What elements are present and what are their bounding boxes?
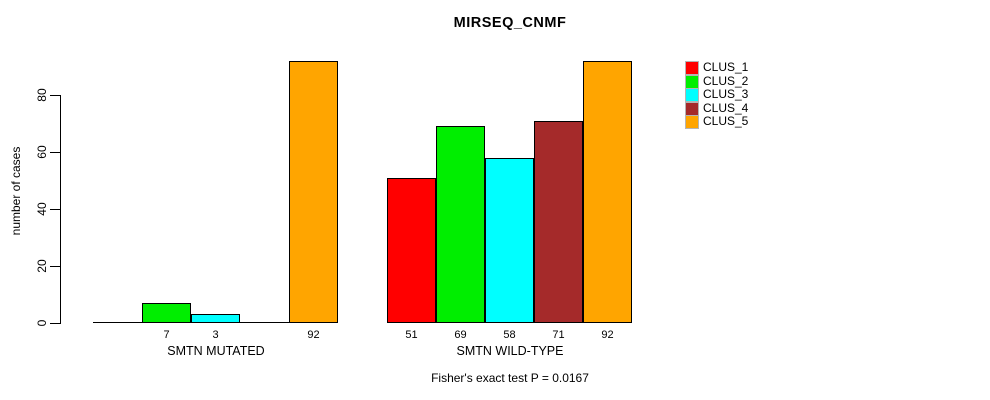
bar-value-label: 7 <box>163 329 170 341</box>
y-tick-80 <box>50 95 60 96</box>
chart-title: MIRSEQ_CNMF <box>453 15 567 31</box>
bar-clus_5-mutated <box>289 61 338 323</box>
bar-value-label: 58 <box>503 329 516 341</box>
y-tick-0 <box>50 323 60 324</box>
legend-swatch <box>685 75 699 89</box>
bar-clus_1-mutated <box>93 322 142 323</box>
bar-clus_3-wild-type <box>485 158 534 323</box>
y-tick-label-20: 20 <box>35 259 49 273</box>
bar-value-label: 69 <box>454 329 467 341</box>
bar-clus_3-mutated <box>191 314 240 323</box>
legend-label: CLUS_2 <box>703 74 749 88</box>
bar-value-label: 51 <box>405 329 418 341</box>
bar-clus_2-wild-type <box>436 126 485 323</box>
y-axis-line <box>60 95 61 324</box>
bar-value-label: 71 <box>552 329 565 341</box>
legend-label: CLUS_4 <box>703 101 749 115</box>
y-tick-60 <box>50 152 60 153</box>
fisher-test-annotation: Fisher's exact test P = 0.0167 <box>431 371 589 385</box>
legend-swatch <box>685 61 699 75</box>
legend-swatch <box>685 115 699 129</box>
legend-swatch <box>685 88 699 102</box>
bar-clus_4-wild-type <box>534 121 583 323</box>
y-tick-label-0: 0 <box>35 319 49 327</box>
bar-clus_2-mutated <box>142 303 191 323</box>
group-label-wild-type: SMTN WILD-TYPE <box>456 344 564 358</box>
legend-label: CLUS_1 <box>703 60 749 74</box>
y-axis-title: number of cases <box>9 146 23 236</box>
legend-swatch <box>685 102 699 116</box>
legend-label: CLUS_5 <box>703 114 749 128</box>
bar-clus_4-mutated <box>240 322 289 323</box>
y-tick-40 <box>50 209 60 210</box>
bar-value-label: 3 <box>212 329 219 341</box>
y-tick-label-40: 40 <box>35 202 49 216</box>
y-tick-20 <box>50 266 60 267</box>
bar-clus_1-wild-type <box>387 178 436 323</box>
bar-clus_5-wild-type <box>583 61 632 323</box>
bar-value-label: 92 <box>601 329 614 341</box>
bar-value-label: 92 <box>307 329 320 341</box>
group-label-mutated: SMTN MUTATED <box>167 344 265 358</box>
y-tick-label-60: 60 <box>35 145 49 159</box>
y-tick-label-80: 80 <box>35 88 49 102</box>
legend-label: CLUS_3 <box>703 87 749 101</box>
